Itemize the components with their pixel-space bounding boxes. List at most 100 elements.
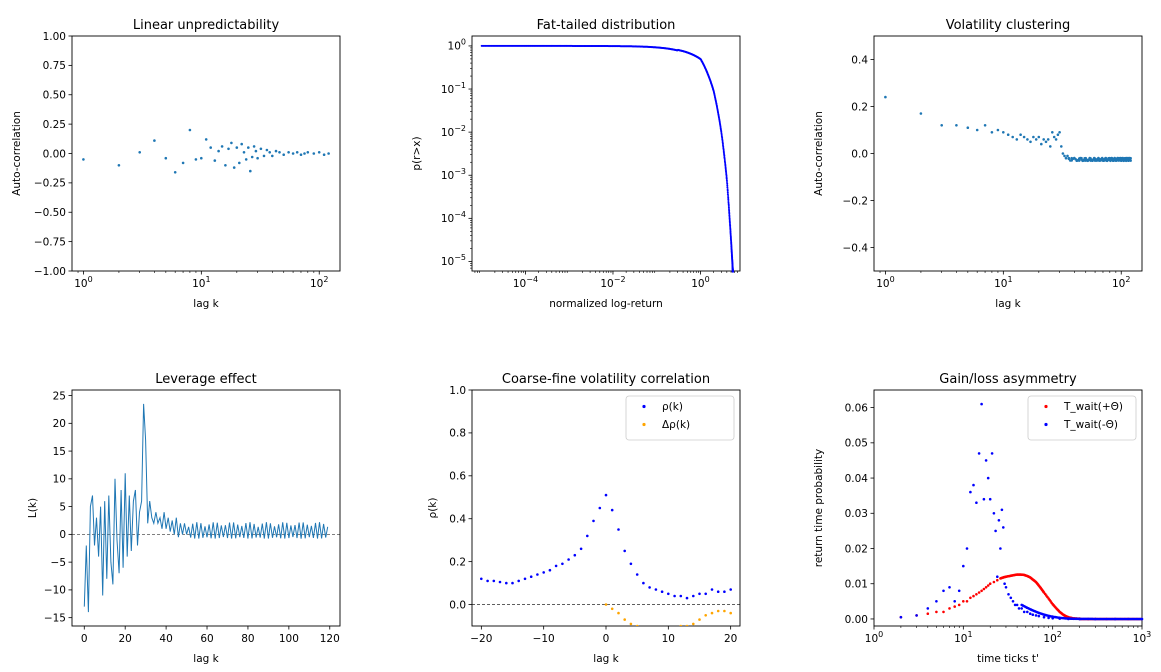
data-point: [480, 577, 483, 581]
y-tick-label: 0.4: [851, 54, 868, 66]
data-point: [975, 593, 978, 596]
data-point: [710, 611, 714, 615]
data-point: [1044, 140, 1048, 144]
data-point: [529, 575, 533, 578]
data-point: [726, 189, 729, 192]
data-point: [1015, 138, 1019, 141]
data-point: [957, 589, 961, 593]
y-tick-label: 1.00: [43, 31, 66, 43]
data-point: [635, 573, 639, 576]
data-point: [629, 622, 633, 626]
data-point: [327, 152, 330, 155]
chart-title: Volatility clustering: [946, 18, 1071, 33]
data-point: [986, 584, 990, 587]
x-tick-label: 101: [994, 275, 1012, 290]
y-tick-label: 10−1: [441, 81, 466, 96]
y-tick-label: 25: [53, 390, 66, 402]
data-point: [723, 609, 726, 613]
data-point: [635, 624, 639, 626]
data-point: [554, 564, 558, 568]
data-point: [722, 145, 725, 148]
data-point: [673, 594, 676, 598]
data-point: [1020, 607, 1023, 610]
data-point: [262, 154, 266, 158]
data-point: [642, 627, 645, 630]
axes-frame: [471, 35, 741, 272]
chart-title: Linear unpredictability: [133, 18, 280, 33]
data-point: [153, 139, 156, 142]
subplot-1: Linear unpredictability lag k Auto-correla…: [11, 18, 341, 310]
data-point: [661, 629, 664, 632]
data-point: [642, 581, 645, 585]
data-point: [972, 594, 975, 598]
series-twait-minus: [899, 402, 1144, 621]
chart-title: Coarse-fine volatility correlation: [502, 372, 710, 387]
x-axis-label: lag k: [593, 653, 619, 665]
y-axis-label: p(r>x): [411, 136, 423, 170]
data-point: [1052, 135, 1056, 139]
data-point: [948, 586, 951, 589]
subplot-6: Gain/loss asymmetry time ticks t' return t…: [813, 372, 1151, 665]
y-tick-label: −0.75: [34, 236, 66, 248]
y-tick-label: 0.0: [449, 599, 466, 611]
data-point: [953, 600, 956, 603]
x-axis-label: lag k: [193, 298, 219, 310]
data-point: [265, 148, 269, 152]
data-point: [1029, 140, 1032, 144]
data-point: [1040, 142, 1043, 146]
legend-box: [625, 395, 735, 441]
data-point: [975, 501, 978, 505]
data-point: [240, 142, 243, 146]
y-tick-label: 0.25: [43, 119, 66, 131]
x-tick-label: 10−4: [513, 275, 538, 290]
y-tick-label: 10−2: [441, 124, 466, 139]
chart-title: Gain/loss asymmetry: [939, 372, 1077, 387]
data-point: [1056, 133, 1060, 136]
data-point: [725, 177, 728, 180]
data-point: [617, 528, 620, 531]
data-point: [980, 589, 983, 593]
x-tick-label: 100: [876, 275, 894, 290]
data-point: [1013, 603, 1017, 607]
data-point: [723, 154, 726, 157]
data-point: [252, 145, 256, 148]
y-tick-label: −0.2: [843, 195, 869, 207]
data-point: [648, 629, 651, 632]
data-point: [982, 497, 986, 501]
data-point: [295, 151, 299, 154]
data-point: [692, 594, 695, 598]
data-point: [548, 568, 552, 572]
legend-marker: [1044, 422, 1048, 427]
subplot-2: Fat-tailed distribution normalized log-re…: [411, 18, 741, 310]
data-point: [610, 508, 614, 512]
data-point: [721, 138, 724, 141]
x-tick-label: 100: [691, 275, 709, 290]
y-axis-label: return time probability: [813, 449, 825, 568]
data-point: [268, 151, 272, 154]
data-point: [997, 519, 1001, 522]
data-point: [1037, 135, 1041, 139]
series-delta-rho: [604, 603, 732, 632]
series-survival: [480, 44, 734, 273]
data-point: [498, 580, 502, 584]
data-point: [955, 124, 958, 127]
y-tick-label: 15: [53, 446, 66, 458]
y-tick-label: 0.2: [851, 101, 868, 113]
data-point: [992, 580, 996, 584]
data-point: [249, 169, 252, 173]
data-point: [720, 130, 723, 133]
y-axis-label: ρ(k): [427, 498, 439, 519]
y-tick-label: 0.01: [845, 579, 868, 591]
data-point: [999, 547, 1002, 550]
data-point: [213, 159, 217, 162]
data-point: [729, 588, 732, 591]
x-tick-label: 0: [603, 633, 610, 645]
data-point: [723, 590, 726, 593]
data-point: [899, 615, 903, 619]
x-tick-label: 60: [200, 633, 213, 645]
data-point: [728, 209, 731, 212]
data-point: [727, 201, 730, 204]
data-point: [567, 558, 570, 561]
data-point: [204, 138, 208, 141]
data-point: [654, 588, 658, 591]
